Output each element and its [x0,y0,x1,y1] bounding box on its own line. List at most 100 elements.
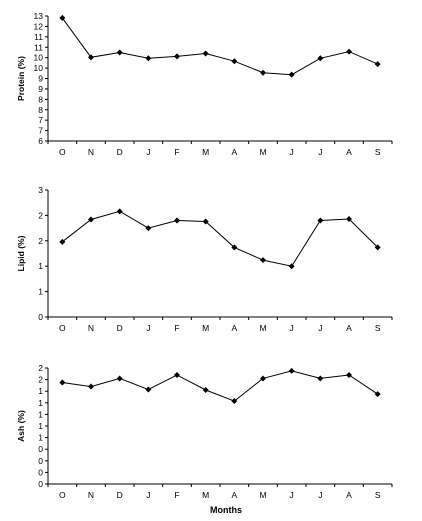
ash-y-tick-label: 0 [38,479,43,489]
protein-data-point [145,55,152,62]
protein-y-tick-label: 8 [38,94,43,104]
protein-data-point [116,49,123,56]
ash-data-point [202,387,209,394]
lipid-data-point [59,238,66,245]
protein-y-tick-label: 7 [38,126,43,136]
ash-x-tick-label: M [259,490,266,500]
lipid-x-tick-label: J [146,323,150,333]
lipid-x-tick-label: A [231,323,237,333]
protein-data-point [202,50,209,57]
ash-y-tick-label: 1 [38,409,43,419]
lipid-x-tick-label: O [59,323,66,333]
protein-data-point [374,61,381,68]
protein-y-tick-label: 9 [38,74,43,84]
protein-x-tick-label: D [117,147,123,157]
ash-x-tick-label: S [375,490,381,500]
ash-y-axis-label: Ash (%) [16,410,26,442]
protein-data-point [346,48,352,55]
lipid-data-point [231,244,238,251]
lipid-x-tick-label: F [174,323,179,333]
protein-x-tick-label: A [231,147,237,157]
ash-data-point [88,383,94,390]
lipid-data-point [288,263,295,270]
lipid-data-point [346,215,352,222]
protein-y-tick-label: 9 [38,84,43,94]
ash-y-tick-label: 1 [38,398,43,408]
protein-y-tick-label: 12 [34,21,44,31]
x-axis-label: Months [210,505,242,515]
ash-y-tick-label: 1 [38,386,43,396]
ash-x-tick-label: J [318,490,322,500]
lipid-y-axis-label: Lipid (%) [16,235,26,271]
protein-series-line [61,17,378,76]
ash-y-tick-label: 0 [38,444,43,454]
lipid-data-point [116,208,123,215]
protein-data-point [288,71,295,78]
protein-y-tick-label: 6 [38,136,43,146]
protein-x-tick-label: O [59,147,66,157]
lipid-x-tick-label: D [117,323,123,333]
protein-y-tick-label: 8 [38,105,43,115]
protein-y-tick-label: 10 [34,63,44,73]
protein-x-tick-label: S [375,147,381,157]
ash-x-tick-label: A [231,490,237,500]
ash-y-tick-label: 0 [38,467,43,477]
protein-data-point [88,54,94,61]
ash-x-tick-label: F [174,490,179,500]
ash-y-tick-label: 0 [38,456,43,466]
ash-data-point [174,371,180,378]
ash-x-tick-label: J [290,490,294,500]
ash-y-tick-label: 2 [38,363,43,373]
ash-x-tick-label: M [202,490,209,500]
protein-x-tick-label: M [202,147,209,157]
protein-x-tick-label: J [290,147,294,157]
ash-data-point [317,375,324,382]
protein-data-point [260,69,266,76]
ash-x-tick-label: A [346,490,352,500]
lipid-y-tick-label: 1 [38,261,43,271]
ash-data-point [260,375,266,382]
ash-series-line [62,370,378,402]
lipid-data-point [260,257,266,264]
ash-x-tick-label: J [146,490,150,500]
lipid-y-tick-label: 2 [38,210,43,220]
protein-x-tick-label: J [146,147,150,157]
protein-data-point [317,55,324,62]
protein-x-tick-label: N [88,147,94,157]
protein-y-tick-label: 13 [34,11,44,21]
protein-x-tick-label: M [259,147,266,157]
lipid-x-tick-label: N [88,323,94,333]
ash-data-point [145,386,152,393]
protein-y-tick-label: 11 [34,42,43,52]
lipid-y-tick-label: 0 [38,312,43,322]
ash-data-point [59,379,66,386]
protein-data-point [174,53,180,60]
lipid-x-tick-label: A [346,323,352,333]
lipid-data-point [174,217,180,224]
ash-data-point [346,371,352,378]
lipid-data-point [145,225,152,232]
lipid-series-line [61,210,379,267]
lipid-x-tick-label: M [259,323,266,333]
ash-x-tick-label: D [117,490,123,500]
ash-x-tick-label: O [59,490,66,500]
lipid-data-point [202,218,209,225]
lipid-x-tick-label: J [290,323,294,333]
lipid-y-tick-label: 3 [38,185,43,195]
lipid-data-point [317,217,324,224]
lipid-data-point [374,244,381,251]
lipid-data-point [88,216,94,223]
lipid-x-tick-label: J [318,323,322,333]
lipid-y-tick-label: 1 [38,287,43,297]
ash-y-tick-label: 1 [38,433,43,443]
protein-x-tick-label: A [346,147,352,157]
protein-y-tick-label: 10 [34,53,44,63]
protein-x-tick-label: F [174,147,179,157]
protein-y-tick-label: 7 [38,115,43,125]
lipid-x-tick-label: S [375,323,381,333]
protein-data-point [59,14,66,21]
ash-y-tick-label: 1 [38,421,43,431]
